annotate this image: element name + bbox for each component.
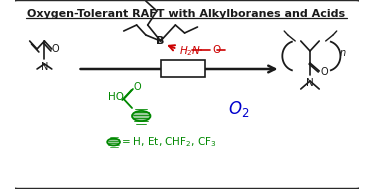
Text: N: N [41,62,48,72]
Circle shape [132,111,150,121]
Text: B: B [156,36,165,46]
Text: HO: HO [108,92,124,102]
Text: $H_2N$: $H_2N$ [179,44,201,58]
Text: n: n [339,48,346,58]
Circle shape [107,139,120,146]
Text: O: O [52,44,59,54]
Text: Oxygen-Tolerant RAFT with Alkylboranes and Acids: Oxygen-Tolerant RAFT with Alkylboranes a… [27,9,345,19]
Text: = H, Et, CHF$_2$, CF$_3$: = H, Et, CHF$_2$, CF$_3$ [121,135,217,149]
Text: N: N [306,78,314,88]
FancyBboxPatch shape [161,60,205,77]
Text: O: O [134,82,141,92]
Text: $O_2$: $O_2$ [228,99,250,119]
Text: O: O [320,67,328,77]
Text: O: O [212,45,220,55]
Text: RAFT: RAFT [167,64,198,74]
